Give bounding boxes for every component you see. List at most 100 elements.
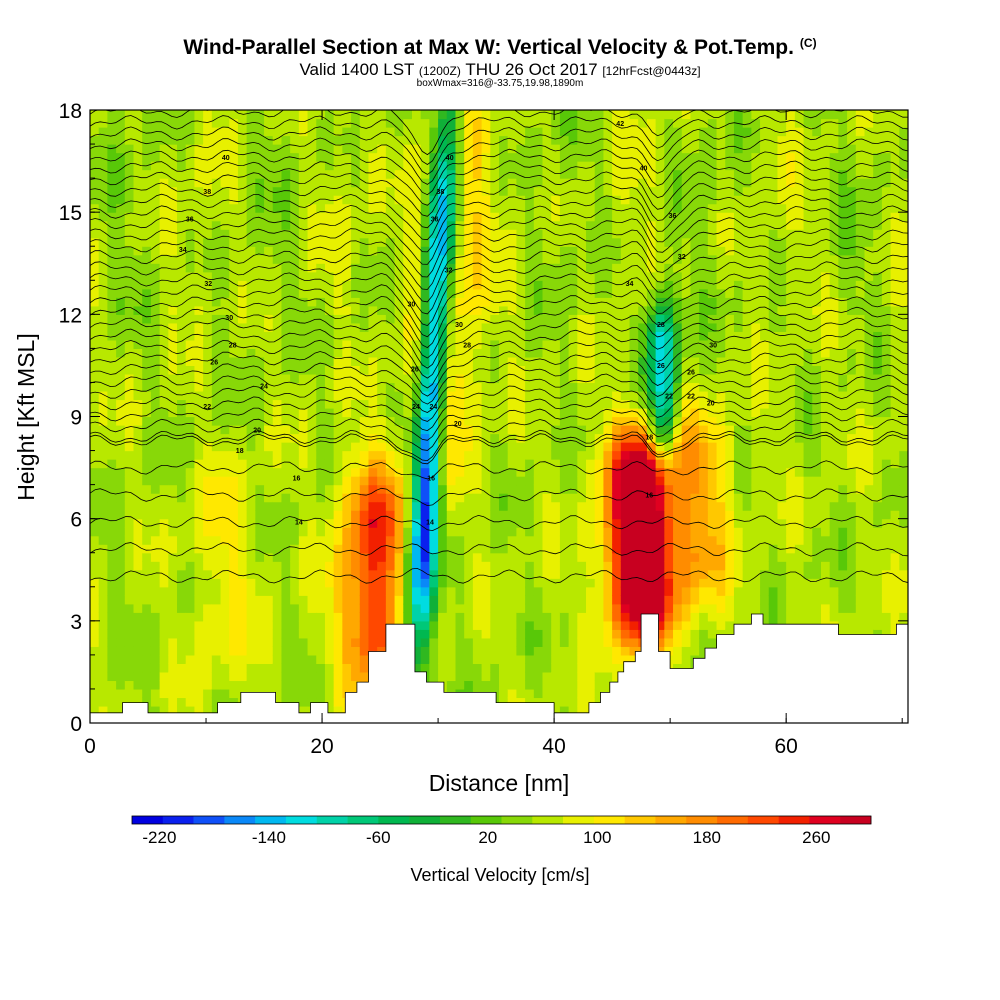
velocity-cell	[620, 467, 631, 477]
velocity-cell	[507, 127, 517, 137]
velocity-cell	[316, 654, 326, 664]
velocity-cell	[90, 527, 100, 537]
velocity-cell	[324, 365, 335, 375]
velocity-cell	[159, 433, 169, 443]
velocity-cell	[638, 220, 648, 230]
velocity-cell	[525, 535, 535, 545]
velocity-cell	[237, 680, 248, 690]
velocity-cell	[168, 688, 178, 699]
velocity-cell	[673, 578, 683, 588]
velocity-cell	[307, 399, 317, 409]
velocity-cell	[124, 254, 135, 264]
velocity-cell	[316, 348, 326, 358]
velocity-cell	[629, 467, 639, 477]
velocity-cell	[246, 203, 256, 213]
velocity-cell	[403, 220, 413, 230]
velocity-cell	[98, 390, 108, 401]
velocity-cell	[272, 339, 283, 349]
velocity-cell	[612, 535, 622, 545]
velocity-cell	[159, 476, 169, 486]
velocity-cell	[620, 586, 631, 596]
velocity-cell	[342, 195, 352, 205]
velocity-cell	[612, 467, 622, 477]
velocity-cell	[612, 416, 622, 426]
velocity-cell	[411, 535, 422, 545]
velocity-cell	[551, 331, 561, 341]
velocity-cell	[133, 399, 143, 409]
velocity-cell	[281, 663, 291, 673]
velocity-cell	[673, 416, 683, 426]
velocity-cell	[142, 467, 152, 477]
velocity-cell	[168, 646, 178, 656]
velocity-cell	[203, 356, 213, 367]
velocity-cell	[359, 263, 370, 273]
velocity-cell	[542, 433, 552, 443]
velocity-cell	[116, 339, 126, 349]
velocity-cell	[681, 629, 692, 639]
velocity-cell	[420, 118, 430, 128]
velocity-cell	[481, 535, 491, 545]
velocity-cell	[90, 263, 100, 273]
velocity-cell	[307, 212, 317, 222]
velocity-cell	[107, 186, 117, 196]
velocity-cell	[420, 467, 430, 477]
velocity-cell	[586, 407, 596, 418]
velocity-cell	[290, 356, 300, 367]
velocity-cell	[551, 425, 561, 435]
velocity-cell	[142, 493, 152, 503]
velocity-cell	[142, 314, 152, 324]
velocity-cell	[490, 135, 500, 145]
velocity-cell	[107, 518, 117, 528]
velocity-cell	[150, 569, 161, 579]
velocity-cell	[168, 382, 178, 392]
velocity-cell	[533, 322, 544, 332]
velocity-cell	[403, 459, 413, 469]
velocity-cell	[316, 373, 326, 384]
velocity-cell	[185, 297, 196, 307]
velocity-cell	[368, 390, 378, 401]
velocity-cell	[481, 322, 491, 332]
velocity-cell	[490, 518, 500, 528]
velocity-cell	[185, 339, 196, 349]
velocity-cell	[342, 510, 352, 520]
velocity-cell	[559, 280, 570, 290]
velocity-cell	[107, 161, 117, 171]
velocity-cell	[220, 620, 230, 630]
velocity-cell	[664, 127, 674, 137]
velocity-cell	[298, 629, 309, 639]
velocity-cell	[246, 365, 256, 375]
velocity-cell	[620, 263, 631, 273]
velocity-cell	[438, 586, 448, 596]
velocity-cell	[220, 544, 230, 554]
velocity-cell	[481, 527, 491, 537]
velocity-cell	[237, 612, 248, 622]
velocity-cell	[237, 356, 248, 367]
velocity-cell	[586, 339, 596, 349]
velocity-cell	[464, 127, 474, 137]
velocity-cell	[298, 603, 309, 613]
velocity-cell	[568, 110, 578, 120]
velocity-cell	[177, 450, 187, 460]
velocity-cell	[177, 544, 187, 554]
velocity-cell	[411, 416, 422, 426]
velocity-cell	[359, 271, 370, 281]
velocity-cell	[481, 450, 491, 460]
velocity-cell	[324, 620, 335, 630]
velocity-cell	[211, 629, 222, 639]
velocity-cell	[612, 212, 622, 222]
velocity-cell	[603, 552, 613, 562]
velocity-cell	[264, 450, 274, 460]
velocity-cell	[342, 518, 352, 528]
velocity-cell	[281, 314, 291, 324]
velocity-cell	[324, 697, 335, 707]
velocity-cell	[177, 476, 187, 486]
velocity-cell	[324, 246, 335, 256]
velocity-cell	[116, 595, 126, 605]
velocity-cell	[316, 203, 326, 213]
velocity-cell	[264, 501, 274, 511]
velocity-cell	[455, 280, 465, 290]
velocity-cell	[246, 646, 256, 656]
velocity-cell	[150, 373, 161, 384]
velocity-cell	[272, 459, 283, 469]
velocity-cell	[298, 161, 309, 171]
